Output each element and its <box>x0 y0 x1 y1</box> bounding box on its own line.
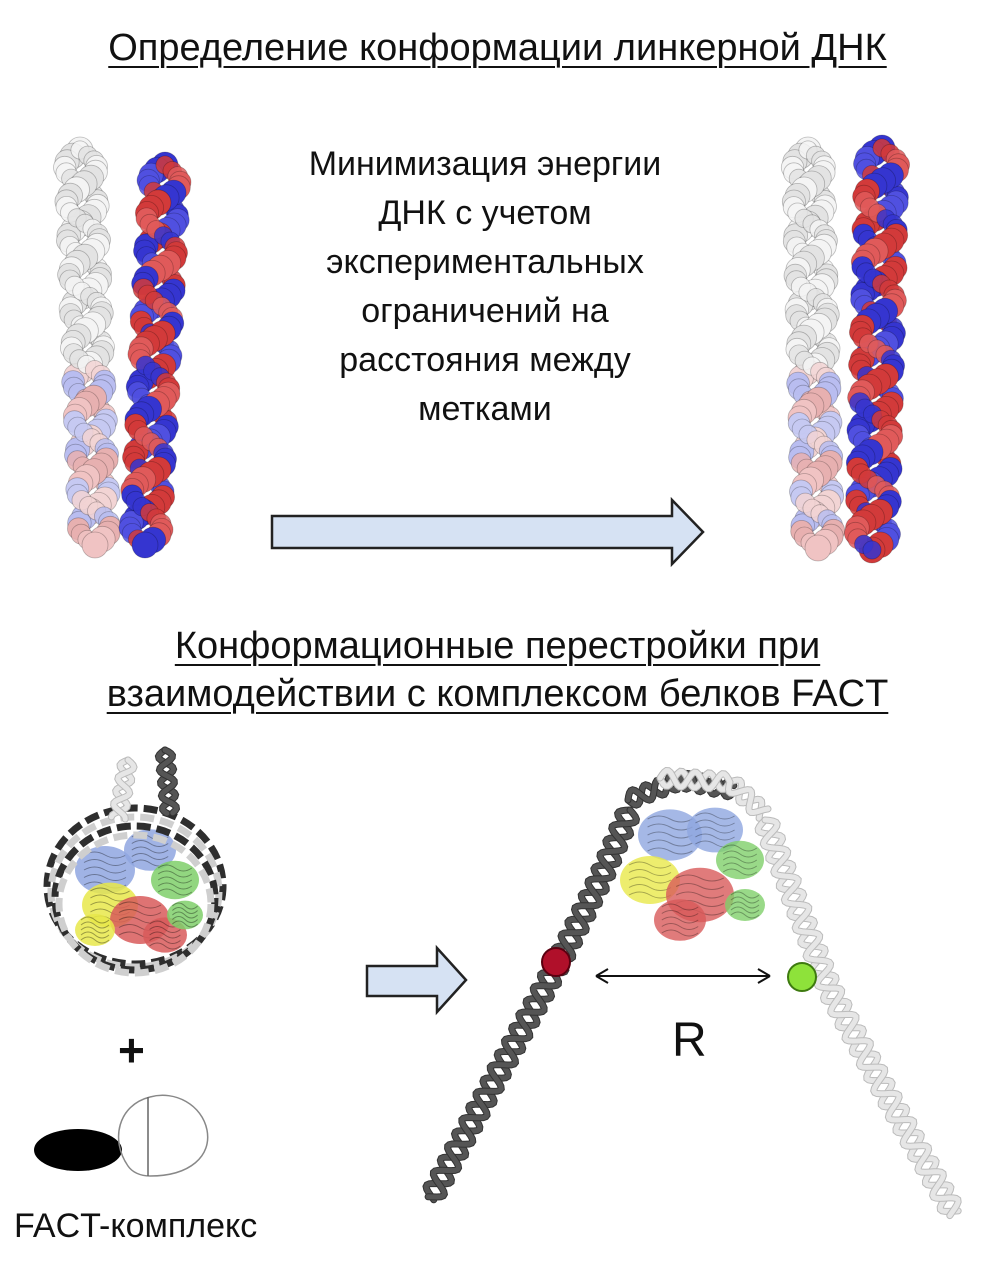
title-linker-dna-conformation: Определение конформации линкерной ДНК <box>108 27 887 69</box>
caption-line: расстояния между <box>339 341 631 379</box>
caption-line: метками <box>418 390 552 428</box>
dna-model-after <box>780 134 910 564</box>
distance-label-r: R <box>672 1014 707 1067</box>
double-headed-arrow-icon <box>595 968 771 984</box>
nucleosome-structure <box>43 746 227 977</box>
caption-line: экспериментальных <box>326 243 644 281</box>
caption-line: ДНК с учетом <box>378 194 592 232</box>
block-arrow-right-small-icon <box>365 944 468 1016</box>
fact-black-ellipse-icon <box>34 1129 122 1171</box>
block-arrow-right-icon <box>270 496 705 568</box>
fact-bound-nucleosome <box>422 767 962 1220</box>
caption-line: Минимизация энергии <box>308 145 662 183</box>
fact-complex-label: FACT-комплекс <box>14 1207 258 1245</box>
energy-minimization-caption: Минимизация энергии ДНК с учетом экспери… <box>255 140 715 434</box>
dna-model-before <box>53 136 192 559</box>
plus-sign: + <box>118 1024 145 1076</box>
green-label-marker <box>787 962 817 992</box>
caption-line: ограничений на <box>361 292 609 330</box>
heading-line: взаимодействии с комплексом белков FACT <box>106 673 889 715</box>
red-label-marker <box>541 947 571 977</box>
fact-open-ellipse-icon <box>117 1094 209 1177</box>
title-fact-rearrangements: Конформационные перестройки при взаимоде… <box>0 622 995 718</box>
heading-line: Конформационные перестройки при <box>174 625 821 667</box>
